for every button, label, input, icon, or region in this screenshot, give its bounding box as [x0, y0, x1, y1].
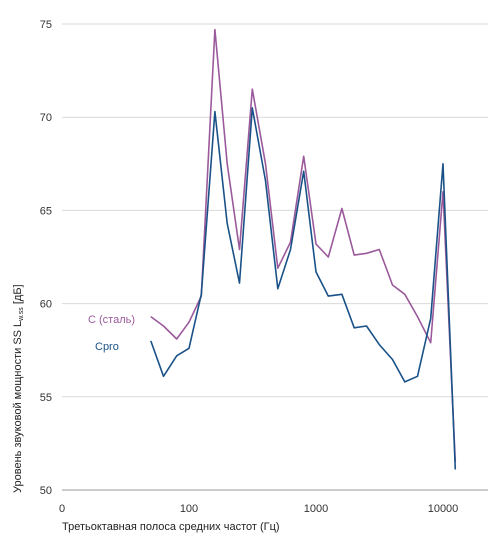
legend-label-2: Cpro: [95, 341, 119, 353]
y-axis-label-subscript: w.ss: [18, 307, 25, 322]
y-axis-ticks: 50 55 60 65 70 75: [40, 19, 52, 497]
y-axis-label: Уровень звуковой мощности SS Lw.ss [дБ]: [12, 284, 25, 493]
y-tick-label: 60: [40, 299, 52, 311]
y-tick-label: 75: [40, 19, 52, 31]
x-tick-label-origin: 0: [59, 503, 65, 515]
x-tick-label: 1000: [304, 503, 328, 515]
y-tick-label: 50: [40, 485, 52, 497]
y-axis-label-suffix: [дБ]: [12, 284, 24, 307]
y-axis-label-prefix: Уровень звуковой мощности SS L: [12, 321, 24, 493]
x-axis-label: Третьоктавная полоса средних частот (Гц): [62, 521, 280, 533]
y-tick-label: 65: [40, 205, 52, 217]
x-tick-label: 10000: [428, 503, 459, 515]
legend-label-1: C (сталь): [88, 314, 135, 326]
series-line-2: [150, 107, 457, 470]
legend: C (сталь) Cpro: [88, 314, 135, 353]
y-tick-label: 55: [40, 392, 52, 404]
x-axis-ticks: 0 100 1000 10000: [59, 503, 458, 515]
y-tick-label: 70: [40, 112, 52, 124]
grid-lines: [62, 23, 488, 491]
x-tick-label: 100: [180, 503, 198, 515]
series-layer: [150, 28, 457, 470]
